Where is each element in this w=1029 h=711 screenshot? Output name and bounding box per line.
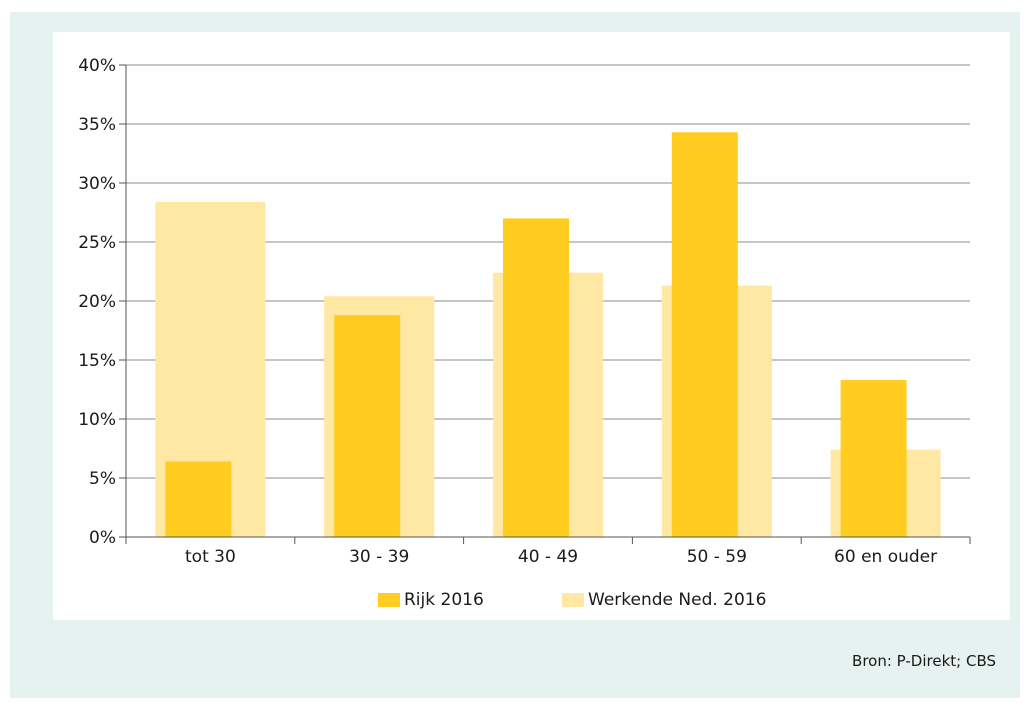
- y-tick-label: 30%: [78, 174, 116, 194]
- chart-panel: 0% 5% 10% 15% 20% 25% 30% 35% 40% tot 30 30 - 39 40…: [53, 32, 1010, 620]
- y-tick-label: 10%: [78, 410, 116, 430]
- legend-label-werkende: Werkende Ned. 2016: [588, 590, 767, 610]
- legend-label-rijk: Rijk 2016: [404, 590, 484, 610]
- x-tick-label: tot 30: [185, 547, 236, 567]
- source-note: Bron: P-Direkt; CBS: [852, 652, 996, 670]
- legend-item-werkende: Werkende Ned. 2016: [562, 588, 766, 612]
- legend-swatch-rijk: [378, 593, 400, 607]
- x-tick-label: 60 en ouder: [834, 547, 937, 567]
- y-tick-label: 25%: [78, 233, 116, 253]
- bar-rijk: [334, 315, 401, 537]
- y-tick-label: 40%: [78, 56, 116, 76]
- legend-swatch-werkende: [562, 593, 584, 607]
- x-tick-label: 40 - 49: [518, 547, 578, 567]
- legend-item-rijk: Rijk 2016: [378, 588, 484, 612]
- y-tick-label: 35%: [78, 115, 116, 135]
- bar-rijk: [503, 218, 569, 537]
- y-tick-label: 20%: [78, 292, 116, 312]
- y-tick-label: 5%: [89, 469, 116, 489]
- bar-rijk: [840, 380, 907, 537]
- y-tick-label: 0%: [89, 528, 116, 548]
- x-tick-label: 30 - 39: [349, 547, 409, 567]
- bar-rijk: [165, 461, 232, 537]
- x-tick-label: 50 - 59: [687, 547, 747, 567]
- bar-rijk: [671, 132, 738, 537]
- bar-chart: 0% 5% 10% 15% 20% 25% 30% 35% 40% tot 30 30 - 39 40…: [78, 56, 971, 567]
- y-tick-label: 15%: [78, 351, 116, 371]
